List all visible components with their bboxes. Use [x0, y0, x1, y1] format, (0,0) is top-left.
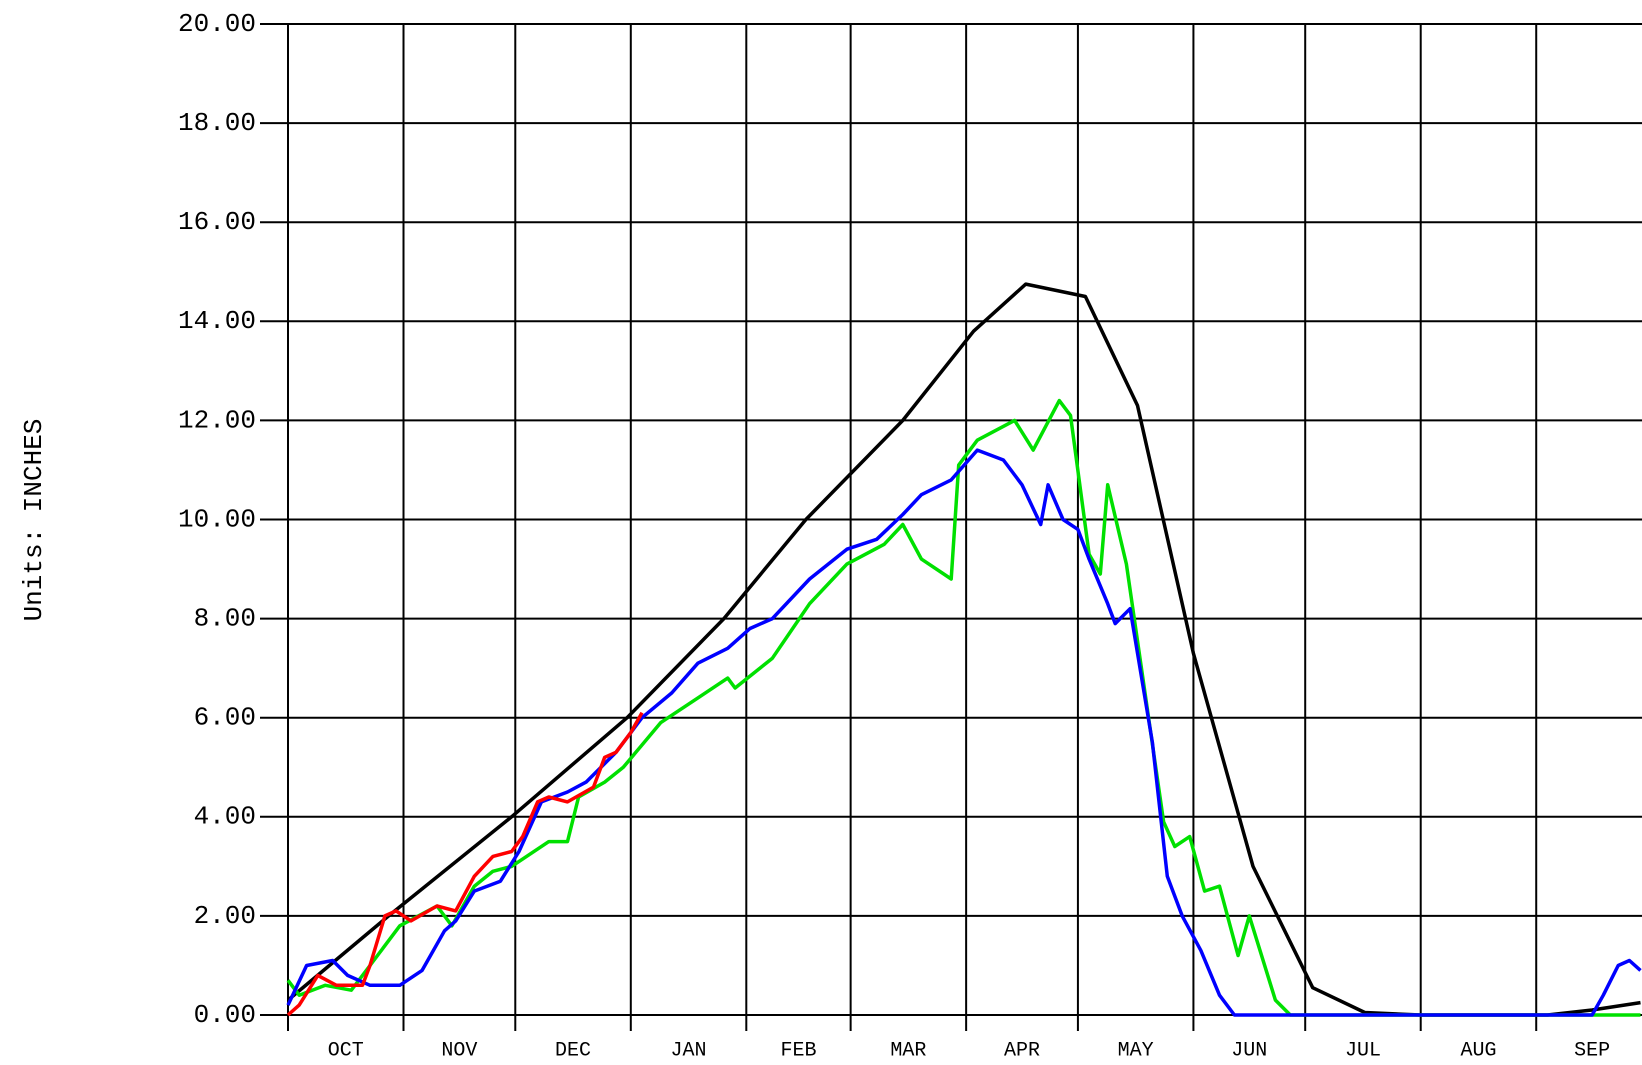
y-axis-label: Units: INCHES — [19, 419, 49, 622]
y-tick-label: 18.00 — [178, 108, 256, 138]
x-tick-label: FEB — [780, 1039, 816, 1062]
y-tick-label: 10.00 — [178, 504, 256, 534]
x-tick-label: AUG — [1460, 1039, 1496, 1062]
series-line — [286, 282, 1641, 1017]
series-line — [286, 711, 644, 1017]
x-tick-label: JUN — [1231, 1039, 1267, 1062]
x-tick-label: SEP — [1574, 1039, 1610, 1062]
y-tick-label: 16.00 — [178, 207, 256, 237]
y-tick-label: 0.00 — [194, 1000, 256, 1030]
x-tick-label: APR — [1004, 1039, 1040, 1062]
x-tick-label: MAR — [890, 1039, 926, 1062]
y-tick-label: 12.00 — [178, 405, 256, 435]
y-tick-label: 4.00 — [194, 802, 256, 832]
x-tick-label: OCT — [328, 1039, 364, 1062]
y-tick-label: 2.00 — [194, 901, 256, 931]
y-tick-label: 6.00 — [194, 703, 256, 733]
x-tick-label: NOV — [441, 1039, 477, 1062]
y-tick-label: 14.00 — [178, 306, 256, 336]
y-tick-label: 8.00 — [194, 603, 256, 633]
x-tick-label: JAN — [671, 1039, 707, 1062]
x-tick-label: MAY — [1118, 1039, 1154, 1062]
x-tick-label: DEC — [555, 1039, 591, 1062]
series-line — [286, 398, 1641, 1017]
x-tick-label: JUL — [1345, 1039, 1381, 1062]
y-tick-label: 20.00 — [178, 9, 256, 39]
series-line — [286, 448, 1642, 1017]
